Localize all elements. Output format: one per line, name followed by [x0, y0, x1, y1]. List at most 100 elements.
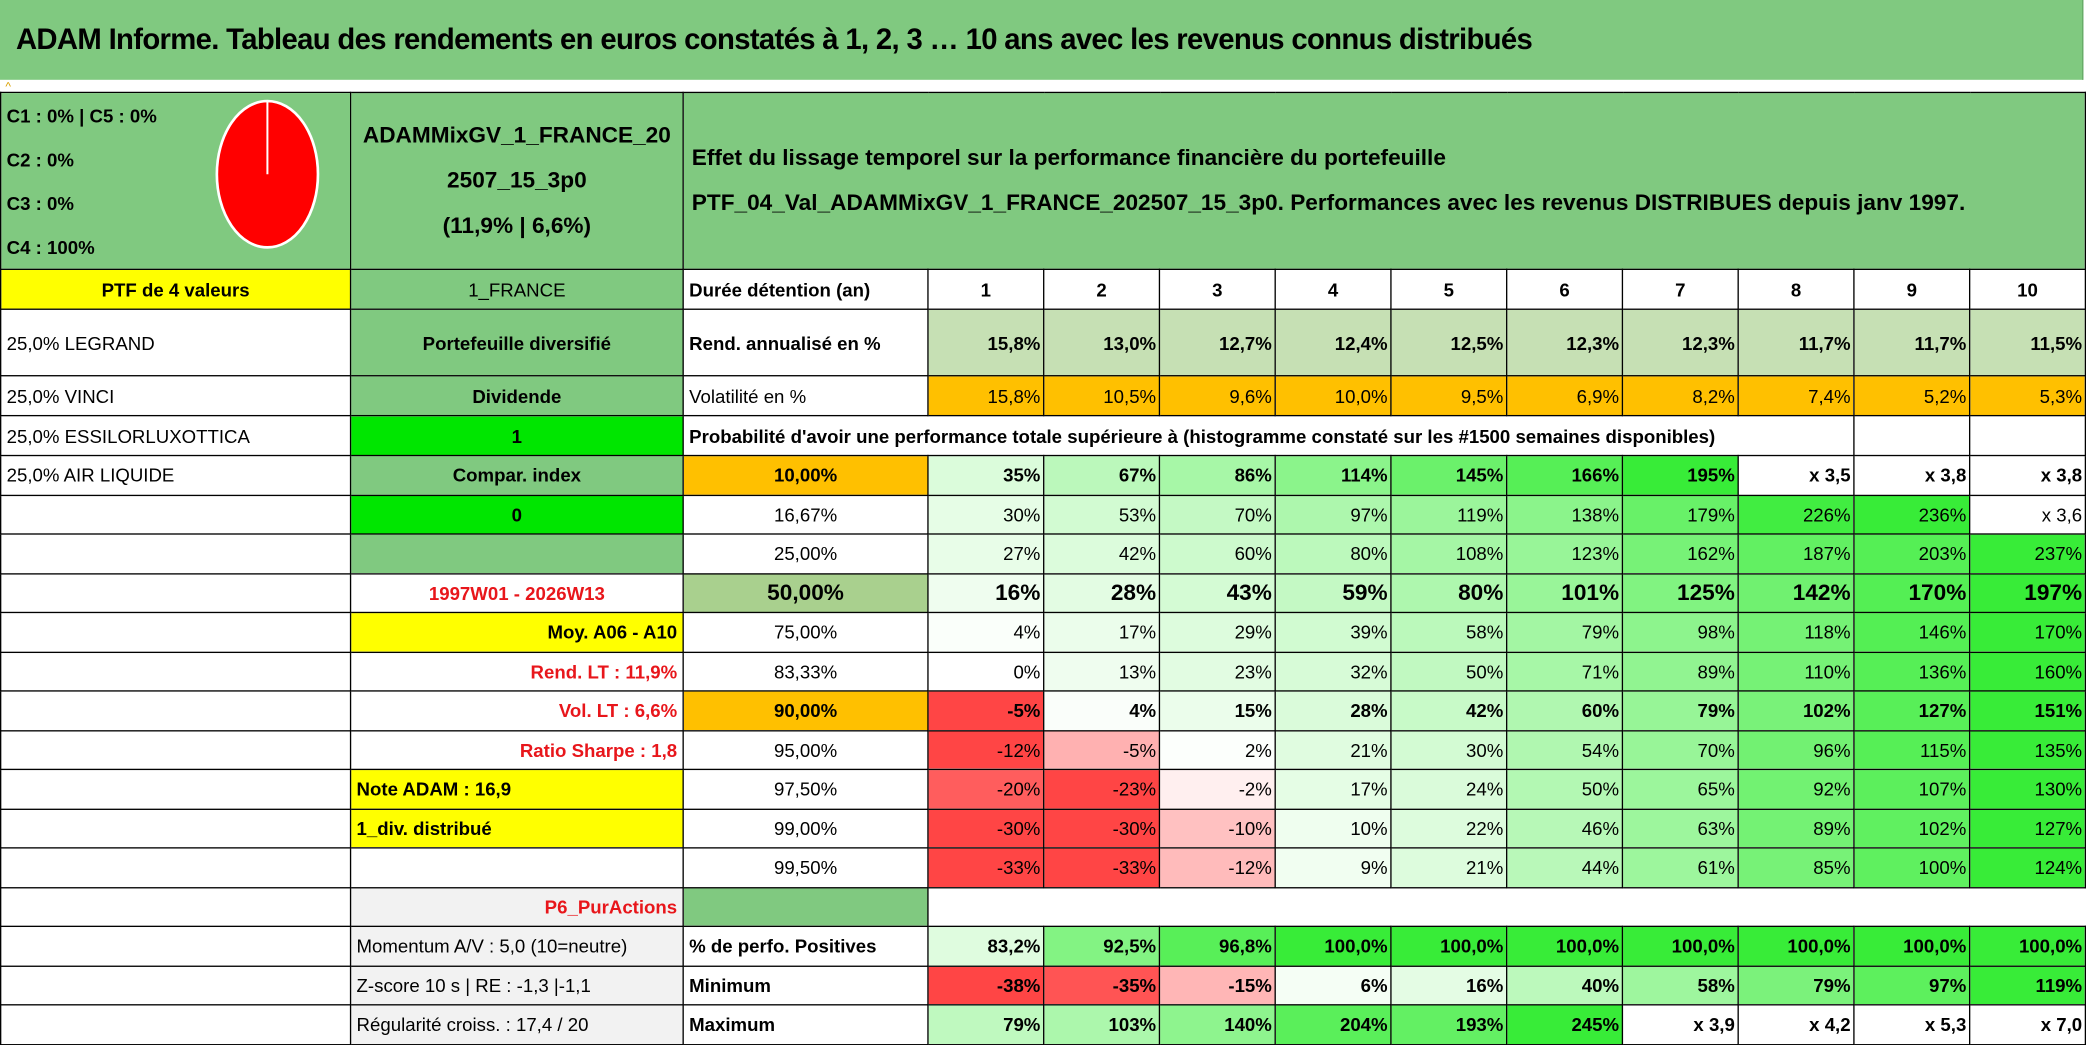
value-cell[interactable]: 10,5% [1043, 375, 1161, 417]
value-cell[interactable]: 43% [1158, 572, 1276, 614]
value-cell[interactable]: 135% [1968, 729, 2086, 771]
value-cell[interactable]: 170% [1968, 611, 2086, 653]
value-cell[interactable]: 166% [1506, 454, 1624, 496]
info-cell[interactable]: Momentum A/V : 5,0 (10=neutre) [349, 925, 684, 967]
duration-header[interactable]: 10 [1968, 268, 2086, 310]
row-label-cell[interactable]: 97,50% [682, 768, 929, 810]
value-cell[interactable]: 27% [927, 533, 1045, 574]
row-label-cell[interactable]: Volatilité en % [682, 375, 929, 417]
value-cell[interactable]: 0% [927, 651, 1045, 692]
info-cell[interactable] [349, 533, 684, 574]
holding-cell[interactable]: 25,0% ESSILORLUXOTTICA [0, 414, 352, 457]
value-cell[interactable]: 61% [1621, 847, 1739, 888]
holding-cell[interactable] [0, 925, 352, 967]
value-cell[interactable]: 44% [1506, 847, 1624, 888]
value-cell[interactable]: 97% [1274, 494, 1392, 535]
value-cell[interactable]: 21% [1390, 847, 1508, 888]
duration-header[interactable]: 1 [927, 268, 1045, 310]
value-cell[interactable]: 22% [1390, 807, 1508, 849]
value-cell[interactable]: 21% [1274, 729, 1392, 771]
value-cell[interactable]: 29% [1158, 611, 1276, 653]
value-cell[interactable]: 102% [1853, 807, 1971, 849]
value-cell[interactable]: 12,5% [1390, 308, 1508, 377]
value-cell[interactable]: -2% [1158, 768, 1276, 810]
duration-header[interactable]: 5 [1390, 268, 1508, 310]
value-cell[interactable]: 39% [1274, 611, 1392, 653]
value-cell[interactable]: 110% [1737, 651, 1855, 692]
holding-cell[interactable] [0, 690, 352, 731]
value-cell[interactable]: 16% [1390, 964, 1508, 1006]
row-label-cell[interactable]: 25,00% [682, 533, 929, 574]
value-cell[interactable]: 119% [1968, 964, 2086, 1006]
description-cell[interactable]: Effet du lissage temporel sur la perform… [682, 91, 2086, 270]
row-label-cell[interactable]: 83,33% [682, 651, 929, 692]
info-cell[interactable]: Note ADAM : 16,9 [349, 768, 684, 810]
value-cell[interactable]: 79% [1506, 611, 1624, 653]
value-cell[interactable]: 13,0% [1043, 308, 1161, 377]
value-cell[interactable]: 193% [1390, 1004, 1508, 1045]
value-cell[interactable]: 15% [1158, 690, 1276, 731]
value-cell[interactable]: 6% [1274, 964, 1392, 1006]
value-cell[interactable]: 100,0% [1968, 925, 2086, 967]
value-cell[interactable]: 58% [1390, 611, 1508, 653]
holding-cell[interactable] [0, 494, 352, 535]
row-label-cell[interactable]: Rend. annualisé en % [682, 308, 929, 377]
row-label-cell[interactable]: 95,00% [682, 729, 929, 771]
value-cell[interactable]: 160% [1968, 651, 2086, 692]
holding-cell[interactable] [0, 886, 352, 927]
value-cell[interactable]: 79% [927, 1004, 1045, 1045]
row-label-cell[interactable]: 10,00% [682, 454, 929, 496]
value-cell[interactable]: 98% [1621, 611, 1739, 653]
value-cell[interactable]: 89% [1621, 651, 1739, 692]
value-cell[interactable]: 102% [1737, 690, 1855, 731]
info-cell[interactable]: 0 [349, 494, 684, 535]
value-cell[interactable]: 11,7% [1853, 308, 1971, 377]
value-cell[interactable]: 5,3% [1968, 375, 2086, 417]
value-cell[interactable]: 8,2% [1621, 375, 1739, 417]
row-label-cell[interactable]: 90,00% [682, 690, 929, 731]
value-cell[interactable]: 7,4% [1737, 375, 1855, 417]
value-cell[interactable]: 53% [1043, 494, 1161, 535]
value-cell[interactable]: 30% [1390, 729, 1508, 771]
value-cell[interactable]: 12,4% [1274, 308, 1392, 377]
value-cell[interactable]: 59% [1274, 572, 1392, 614]
holding-cell[interactable] [0, 768, 352, 810]
value-cell[interactable]: 226% [1737, 494, 1855, 535]
value-cell[interactable]: 70% [1621, 729, 1739, 771]
value-cell[interactable]: 204% [1274, 1004, 1392, 1045]
value-cell[interactable]: 12,7% [1158, 308, 1276, 377]
value-cell[interactable]: 203% [1853, 533, 1971, 574]
info-cell[interactable]: Régularité croiss. : 17,4 / 20 [349, 1004, 684, 1045]
row-label-cell[interactable]: 99,50% [682, 847, 929, 888]
value-cell[interactable]: 146% [1853, 611, 1971, 653]
value-cell[interactable]: 30% [927, 494, 1045, 535]
info-cell[interactable]: Vol. LT : 6,6% [349, 690, 684, 731]
value-cell[interactable]: x 3,6 [1968, 494, 2086, 535]
value-cell[interactable]: 125% [1621, 572, 1739, 614]
value-cell[interactable]: 60% [1506, 690, 1624, 731]
value-cell[interactable]: 245% [1506, 1004, 1624, 1045]
value-cell[interactable]: 237% [1968, 533, 2086, 574]
value-cell[interactable]: 145% [1390, 454, 1508, 496]
info-cell[interactable]: Dividende [349, 375, 684, 417]
info-cell[interactable]: 1997W01 - 2026W13 [349, 572, 684, 614]
info-cell[interactable]: Compar. index [349, 454, 684, 496]
value-cell[interactable]: 4% [927, 611, 1045, 653]
value-cell[interactable]: 136% [1853, 651, 1971, 692]
value-cell[interactable]: 100% [1853, 847, 1971, 888]
value-cell[interactable]: 114% [1274, 454, 1392, 496]
value-cell[interactable]: -12% [1158, 847, 1276, 888]
duration-header[interactable]: 4 [1274, 268, 1392, 310]
info-cell[interactable]: 1 [349, 414, 684, 457]
info-cell[interactable]: Portefeuille diversifié [349, 308, 684, 377]
composition-cell[interactable]: C1 : 0% | C5 : 0% C2 : 0% C3 : 0% C4 : 1… [0, 91, 352, 270]
value-cell[interactable]: 108% [1390, 533, 1508, 574]
empty-cell[interactable] [1853, 414, 1971, 457]
value-cell[interactable]: 54% [1506, 729, 1624, 771]
value-cell[interactable]: 179% [1621, 494, 1739, 535]
value-cell[interactable]: 100,0% [1621, 925, 1739, 967]
value-cell[interactable]: 83,2% [927, 925, 1045, 967]
holding-cell[interactable] [0, 964, 352, 1006]
value-cell[interactable]: 142% [1737, 572, 1855, 614]
value-cell[interactable]: 63% [1621, 807, 1739, 849]
